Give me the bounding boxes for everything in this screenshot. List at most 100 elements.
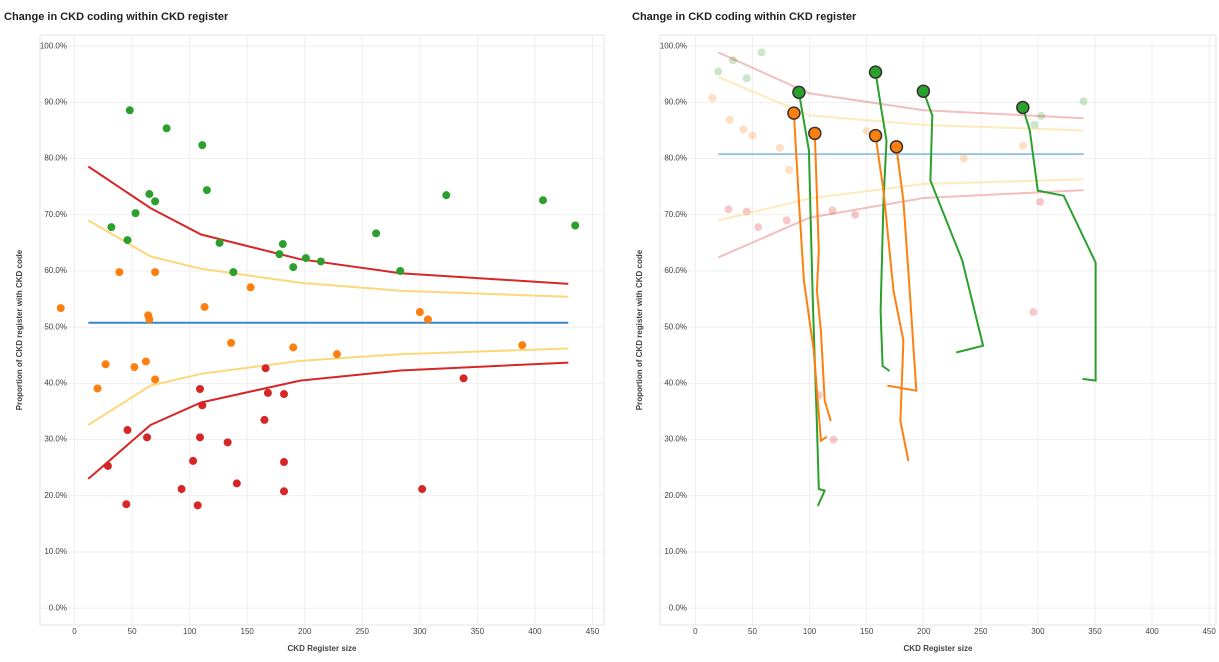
- point: [289, 343, 298, 352]
- line: [874, 71, 891, 372]
- x-tick-label: 400: [1145, 627, 1159, 636]
- point: [1037, 111, 1046, 120]
- point: [125, 106, 134, 115]
- point: [189, 456, 198, 465]
- point: [123, 236, 132, 245]
- point: [792, 85, 806, 100]
- point: [280, 487, 289, 496]
- point: [742, 74, 751, 83]
- point: [862, 127, 871, 136]
- chart-title: Change in CKD coding within CKD register: [4, 11, 229, 23]
- point: [785, 165, 794, 174]
- x-tick-label: 0: [72, 627, 77, 636]
- point: [145, 190, 154, 199]
- x-tick-label: 200: [298, 627, 312, 636]
- line: [717, 76, 1084, 132]
- point: [131, 209, 140, 218]
- y-axis-title: Proportion of CKD register with CKD code: [15, 249, 24, 410]
- point: [280, 458, 289, 467]
- x-tick-label: 400: [528, 627, 542, 636]
- y-axis-title: Proportion of CKD register with CKD code: [635, 249, 644, 410]
- line: [717, 189, 1084, 259]
- line: [717, 178, 1084, 222]
- point: [202, 186, 211, 195]
- y-tick-label: 70.0%: [664, 210, 687, 219]
- point: [708, 93, 717, 102]
- line: [1021, 107, 1097, 382]
- point: [301, 254, 310, 263]
- x-tick-label: 450: [1202, 627, 1216, 636]
- x-axis-title: CKD Register size: [288, 644, 357, 653]
- chart-title: Change in CKD coding within CKD register: [632, 11, 857, 23]
- point: [103, 461, 112, 470]
- point: [115, 268, 124, 277]
- point: [229, 268, 238, 277]
- y-tick-label: 100.0%: [660, 41, 687, 50]
- point: [280, 390, 289, 399]
- y-tick-label: 0.0%: [49, 603, 67, 612]
- point: [332, 350, 341, 359]
- point: [729, 56, 738, 65]
- point: [260, 415, 269, 424]
- x-tick-label: 300: [1031, 627, 1045, 636]
- point: [316, 257, 325, 266]
- x-tick-label: 100: [183, 627, 197, 636]
- point: [959, 154, 968, 163]
- y-tick-label: 20.0%: [44, 491, 67, 500]
- x-tick-label: 350: [471, 627, 485, 636]
- point: [418, 485, 427, 494]
- point: [227, 338, 236, 347]
- point: [518, 341, 527, 350]
- line: [87, 347, 569, 426]
- point: [571, 221, 580, 230]
- point: [195, 433, 204, 442]
- x-tick-label: 150: [860, 627, 874, 636]
- point: [829, 435, 838, 444]
- point: [107, 223, 116, 232]
- point: [916, 84, 931, 98]
- point: [538, 196, 547, 205]
- point: [714, 67, 723, 76]
- y-tick-label: 40.0%: [44, 378, 67, 387]
- line: [792, 113, 828, 443]
- point: [56, 304, 65, 313]
- point: [757, 48, 766, 57]
- point: [278, 240, 287, 249]
- y-tick-label: 30.0%: [44, 435, 67, 444]
- point: [198, 401, 207, 410]
- point: [162, 124, 171, 133]
- point: [232, 479, 241, 488]
- x-tick-label: 150: [241, 627, 255, 636]
- point: [1019, 141, 1028, 150]
- point: [868, 128, 883, 143]
- y-tick-label: 0.0%: [669, 603, 687, 612]
- x-tick-label: 50: [128, 627, 137, 636]
- y-tick-label: 90.0%: [664, 98, 687, 107]
- point: [1036, 197, 1045, 206]
- plot-frame: [39, 34, 605, 626]
- point: [748, 131, 757, 140]
- x-axis-title: CKD Register size: [904, 644, 973, 653]
- point: [177, 485, 186, 494]
- point: [828, 206, 837, 215]
- x-tick-label: 450: [586, 627, 600, 636]
- y-tick-label: 10.0%: [44, 547, 67, 556]
- point: [123, 426, 132, 435]
- x-tick-label: 200: [917, 627, 931, 636]
- point: [739, 125, 748, 134]
- line: [874, 135, 910, 462]
- point: [200, 302, 209, 311]
- y-tick-label: 50.0%: [44, 322, 67, 331]
- line: [922, 90, 985, 354]
- point: [223, 438, 232, 447]
- point: [151, 197, 160, 206]
- point: [1030, 120, 1039, 129]
- point: [101, 360, 110, 369]
- y-tick-label: 100.0%: [40, 41, 67, 50]
- point: [263, 388, 272, 397]
- point: [143, 433, 152, 442]
- point: [725, 115, 734, 124]
- point: [93, 384, 102, 393]
- point: [145, 315, 154, 324]
- point: [193, 501, 202, 510]
